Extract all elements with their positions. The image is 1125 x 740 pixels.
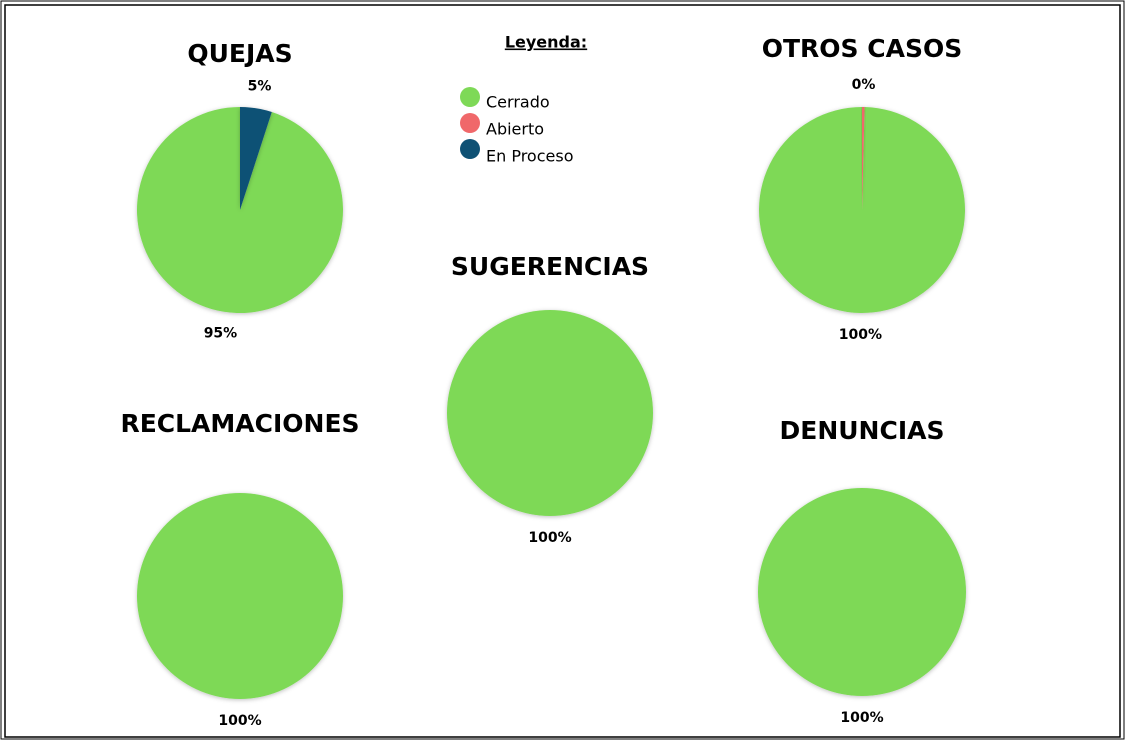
pie-slice bbox=[447, 310, 653, 516]
inner-frame bbox=[4, 4, 1121, 738]
chart-title: QUEJAS bbox=[187, 39, 292, 68]
pie-slice bbox=[758, 107, 965, 313]
data-label: 100% bbox=[528, 530, 571, 546]
pie-slice bbox=[137, 493, 343, 699]
chart-title: RECLAMACIONES bbox=[120, 409, 359, 438]
pie-slice bbox=[136, 107, 343, 313]
data-label: 100% bbox=[218, 713, 261, 729]
pie-slice bbox=[862, 107, 865, 210]
pie-slice bbox=[758, 488, 966, 696]
legend-swatch bbox=[460, 87, 480, 107]
legend-label: Cerrado bbox=[486, 93, 550, 112]
data-label: 100% bbox=[839, 327, 882, 343]
legend-swatch bbox=[460, 113, 480, 133]
chart-title: OTROS CASOS bbox=[762, 34, 962, 63]
data-label: 5% bbox=[248, 79, 272, 95]
legend-label: En Proceso bbox=[486, 147, 573, 166]
data-label: 95% bbox=[204, 325, 238, 341]
legend-label: Abierto bbox=[486, 120, 544, 139]
data-label: 100% bbox=[840, 710, 883, 726]
legend-swatch bbox=[460, 139, 480, 159]
legend-title: Leyenda: bbox=[505, 33, 587, 52]
data-label: 0% bbox=[852, 77, 876, 93]
chart-title: SUGERENCIAS bbox=[451, 252, 649, 281]
chart-title: DENUNCIAS bbox=[780, 416, 945, 445]
pie-slice bbox=[240, 107, 272, 210]
